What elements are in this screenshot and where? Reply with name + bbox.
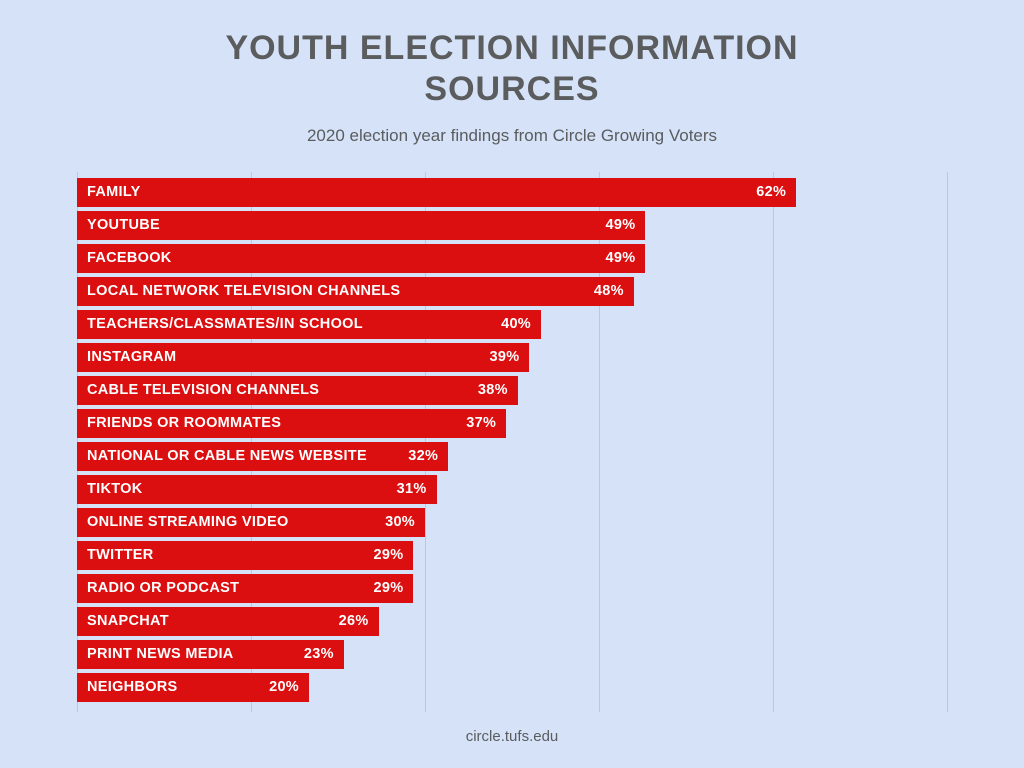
bar-row: ONLINE STREAMING VIDEO 30% (77, 508, 425, 537)
bar-label: NEIGHBORS (87, 679, 178, 695)
bar-value: 32% (408, 448, 438, 464)
bar-label: ONLINE STREAMING VIDEO (87, 514, 289, 530)
bar-row: CABLE TELEVISION CHANNELS 38% (77, 376, 518, 405)
gridline (947, 172, 948, 712)
bar-label: PRINT NEWS MEDIA (87, 646, 234, 662)
bar-row: LOCAL NETWORK TELEVISION CHANNELS 48% (77, 277, 634, 306)
bar-row: FAMILY 62% (77, 178, 796, 207)
bar-label: RADIO OR PODCAST (87, 580, 239, 596)
bar-label: FRIENDS OR ROOMMATES (87, 415, 281, 431)
bar-value: 29% (373, 580, 403, 596)
bar-row: NEIGHBORS 20% (77, 673, 309, 702)
bar-value: 49% (605, 217, 635, 233)
bar-row: NATIONAL OR CABLE NEWS WEBSITE 32% (77, 442, 448, 471)
bar-value: 30% (385, 514, 415, 530)
bar-label: YOUTUBE (87, 217, 160, 233)
bar-label: FAMILY (87, 184, 141, 200)
bar-value: 29% (373, 547, 403, 563)
bar-value: 20% (269, 679, 299, 695)
bar-value: 49% (605, 250, 635, 266)
bar-value: 38% (478, 382, 508, 398)
bar-value: 26% (339, 613, 369, 629)
chart-area: FAMILY 62% YOUTUBE 49% FACEBOOK 49% LOCAL NETW… (77, 172, 947, 712)
bar-value: 48% (594, 283, 624, 299)
bar-label: LOCAL NETWORK TELEVISION CHANNELS (87, 283, 400, 299)
bar-row: RADIO OR PODCAST 29% (77, 574, 413, 603)
bar-value: 39% (489, 349, 519, 365)
bar-row: FACEBOOK 49% (77, 244, 645, 273)
bar-label: INSTAGRAM (87, 349, 176, 365)
chart-title: YOUTH ELECTION INFORMATION SOURCES (152, 28, 872, 110)
bars-container: FAMILY 62% YOUTUBE 49% FACEBOOK 49% LOCAL NETW… (77, 178, 947, 702)
bar-value: 62% (756, 184, 786, 200)
source-footer: circle.tufs.edu (466, 728, 559, 745)
bar-value: 23% (304, 646, 334, 662)
bar-label: TEACHERS/CLASSMATES/IN SCHOOL (87, 316, 363, 332)
bar-label: FACEBOOK (87, 250, 172, 266)
bar-row: TIKTOK 31% (77, 475, 437, 504)
bar-label: TWITTER (87, 547, 154, 563)
bar-row: TEACHERS/CLASSMATES/IN SCHOOL 40% (77, 310, 541, 339)
bar-row: SNAPCHAT 26% (77, 607, 379, 636)
bar-row: PRINT NEWS MEDIA 23% (77, 640, 344, 669)
bar-label: TIKTOK (87, 481, 143, 497)
bar-row: INSTAGRAM 39% (77, 343, 529, 372)
bar-row: YOUTUBE 49% (77, 211, 645, 240)
bar-label: SNAPCHAT (87, 613, 169, 629)
chart-subtitle: 2020 election year findings from Circle … (307, 126, 717, 146)
bar-row: TWITTER 29% (77, 541, 413, 570)
bar-row: FRIENDS OR ROOMMATES 37% (77, 409, 506, 438)
bar-value: 37% (466, 415, 496, 431)
bar-value: 40% (501, 316, 531, 332)
bar-value: 31% (397, 481, 427, 497)
bar-label: NATIONAL OR CABLE NEWS WEBSITE (87, 448, 367, 464)
bar-label: CABLE TELEVISION CHANNELS (87, 382, 319, 398)
